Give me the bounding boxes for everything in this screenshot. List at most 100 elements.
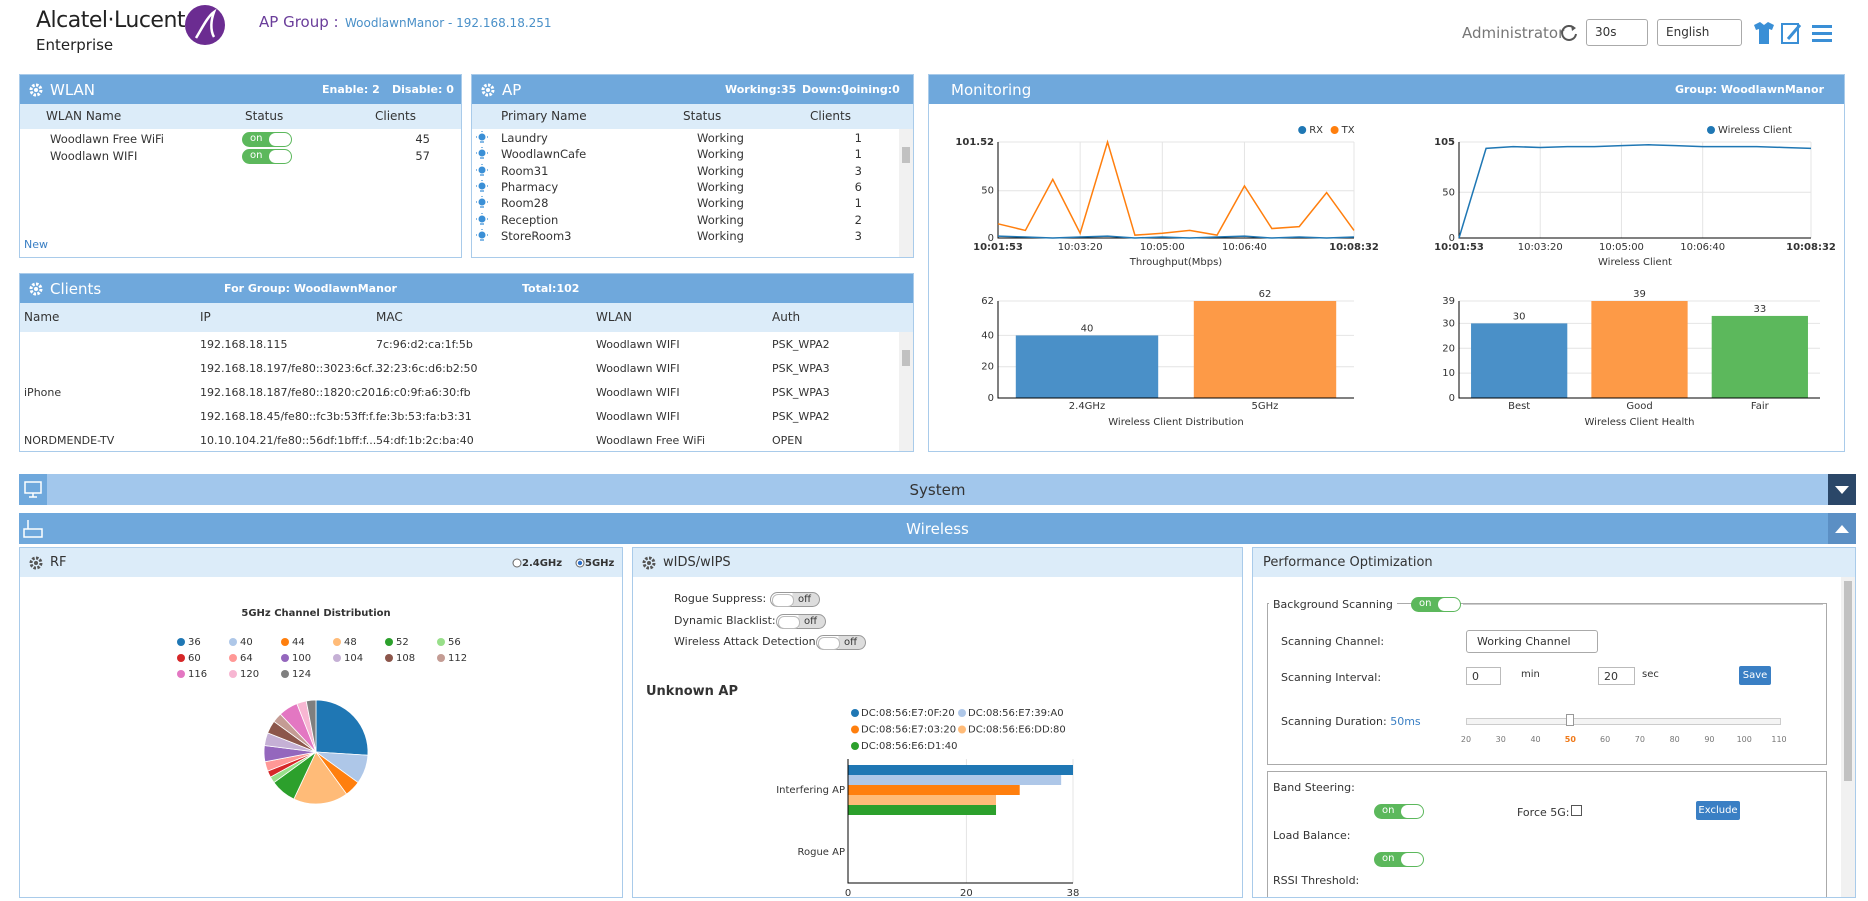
logo-sub: Enterprise (36, 36, 114, 54)
axis (1458, 301, 1820, 399)
legend-swatch (385, 638, 393, 646)
column-title: MAC (376, 310, 403, 324)
panel-title: RF (50, 555, 67, 570)
y-tick-label: 0 (1449, 233, 1455, 244)
down-count: Down:0 (802, 83, 849, 96)
min-unit: min (1521, 669, 1540, 680)
slider-tick-label: 40 (1530, 735, 1541, 744)
x-tick-label: Good (1626, 401, 1652, 412)
collapse-toggle[interactable] (1828, 474, 1856, 505)
decoration (194, 8, 217, 39)
group-label: AP Group : (259, 13, 339, 31)
legend-swatch (1707, 126, 1715, 134)
wlan-panel: WLAN Enable: 2 Disable: 0 New WLAN Name S… (19, 74, 462, 258)
rays (476, 212, 488, 225)
toggle[interactable]: off (816, 635, 866, 650)
decoration (29, 556, 43, 570)
client-cell: Woodlawn WIFI (596, 362, 680, 375)
duration-text: Scanning Duration: (1281, 715, 1387, 728)
x-axis-label: Wireless Client Distribution (1108, 417, 1244, 428)
radio[interactable] (575, 558, 585, 568)
chart-title: 5GHz Channel Distribution (241, 608, 390, 619)
legend-label: DC:08:56:E6:D1:40 (861, 741, 957, 752)
bar (848, 765, 1073, 775)
user[interactable]: Administrator (1462, 24, 1565, 42)
force5g-checkbox[interactable] (1571, 805, 1582, 816)
channel-select[interactable]: Working Channel (1466, 630, 1598, 653)
save-button[interactable]: Save (1739, 666, 1771, 685)
panel-header: Monitoring Group: WoodlawnManor (929, 75, 1844, 104)
slider-tick-label: 70 (1634, 735, 1645, 744)
radio-label: 5GHz (585, 558, 615, 569)
legend-swatch (177, 654, 185, 662)
y-tick-label: 40 (981, 330, 994, 341)
x-tick-label: 10:06:40 (1222, 242, 1267, 253)
interval-sec[interactable]: 20 (1598, 667, 1635, 685)
panel-title: wIDS/wIPS (663, 555, 731, 570)
group-name: WoodlawnManor - 192.168.18.251 (345, 16, 552, 30)
slider-handle[interactable] (1566, 714, 1575, 726)
wireless-bar[interactable]: Wireless (19, 513, 1856, 544)
toggle[interactable]: on (242, 132, 292, 147)
ap-name: Room28 (501, 196, 549, 211)
x-tick-label: 0 (845, 888, 851, 897)
refresh-select[interactable]: 30s (1586, 19, 1648, 46)
clients-panel: Clients For Group: WoodlawnManor Total:1… (19, 273, 914, 452)
y-tick-label: 20 (981, 362, 994, 373)
column-header (472, 104, 913, 129)
bulb (478, 166, 486, 174)
legend-swatch (177, 670, 185, 678)
exclude-button[interactable]: Exclude (1696, 801, 1740, 820)
scrollbar[interactable] (1841, 577, 1855, 897)
ap-status: Working (697, 131, 744, 145)
refresh-icon[interactable] (1559, 22, 1579, 42)
legend-swatch (851, 725, 859, 734)
toggle[interactable]: on (242, 149, 292, 164)
system-icon (19, 474, 47, 505)
toolbar-icons[interactable] (1750, 19, 1850, 47)
scrollbar[interactable] (899, 332, 913, 451)
decoration (1754, 22, 1774, 44)
bar (1711, 315, 1808, 398)
legend-label: 120 (240, 669, 259, 680)
rays (476, 147, 488, 159)
x-axis-label: Throughput(Mbps) (1129, 257, 1223, 268)
legend-label: 108 (396, 653, 415, 664)
language-select[interactable]: English (1657, 19, 1742, 46)
client-cell: PSK_WPA2 (772, 410, 830, 423)
toggle[interactable]: off (776, 613, 826, 629)
wlan-clients: 45 (415, 132, 430, 146)
x-axis-label: Wireless Client (1598, 257, 1672, 268)
system-bar[interactable]: System (19, 474, 1856, 505)
toggle[interactable]: off (770, 592, 820, 607)
legend-swatch (333, 654, 341, 662)
rays (476, 179, 488, 192)
toggle[interactable]: on (1374, 852, 1424, 867)
decoration (486, 88, 490, 92)
disable-count: Disable: 0 (392, 83, 454, 96)
radio[interactable] (512, 558, 522, 568)
x-tick-label: Fair (1751, 401, 1770, 412)
scrollbar[interactable] (899, 129, 913, 257)
x-tick-label: 10:01:53 (1434, 242, 1484, 253)
decoration (29, 83, 43, 97)
y-tick-label: 101.52 (955, 137, 994, 148)
value-label: 40 (1081, 323, 1094, 334)
radio-label: 2.4GHz (522, 558, 563, 569)
legend-swatch (281, 654, 289, 662)
client-cell: 192.168.18.187/fe80::1820:c20... (200, 386, 386, 399)
y-tick-label: 39 (1442, 296, 1455, 307)
duration-label: Scanning Duration: 50ms (1281, 715, 1421, 728)
legend-label: 64 (240, 653, 253, 664)
decoration (481, 83, 495, 97)
toggle[interactable]: on (1374, 804, 1424, 819)
interval-min[interactable]: 0 (1466, 667, 1501, 685)
column-title: Clients (810, 109, 851, 123)
toggle[interactable]: on (1411, 597, 1461, 612)
collapse-toggle[interactable] (1828, 513, 1856, 544)
gear-icon (481, 83, 495, 97)
slider-track[interactable] (1466, 718, 1781, 725)
new-link[interactable]: New (24, 238, 48, 251)
axis (997, 142, 1354, 239)
x-tick-label: 10:06:40 (1680, 242, 1725, 253)
